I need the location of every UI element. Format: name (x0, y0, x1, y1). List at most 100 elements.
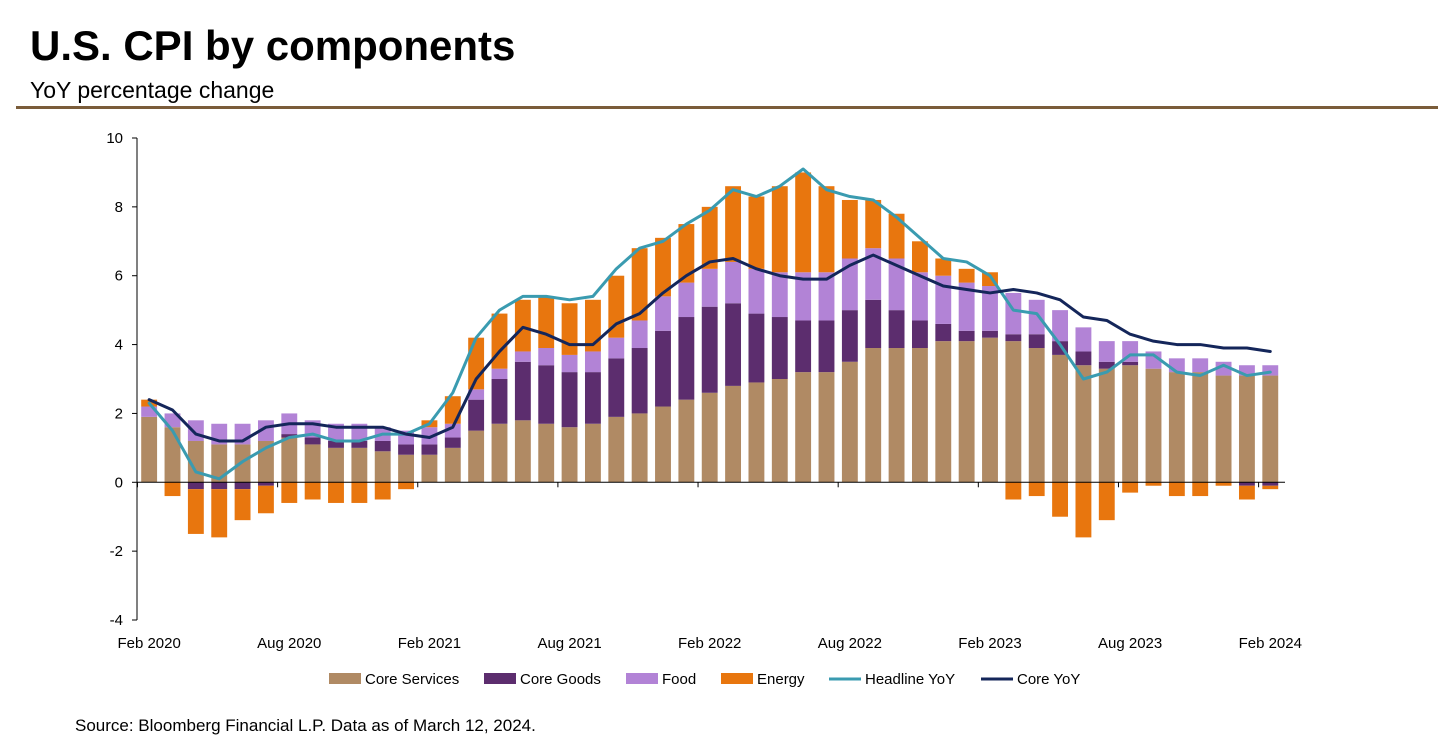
bar-food-46 (1215, 361, 1232, 376)
bar-food-33 (911, 272, 928, 321)
bar-core-goods-32 (888, 310, 905, 349)
bar-core-goods-10 (374, 440, 391, 452)
bar-core-services-11 (398, 454, 415, 483)
x-axis: Feb 2020 Aug 2020 Feb 2021 Aug 2021 Feb 2022… (117, 481, 1302, 652)
bar-energy-16 (514, 299, 531, 352)
bar-core-services-26 (748, 382, 765, 483)
bar-core-services-13 (444, 447, 461, 483)
bar-core-services-9 (351, 447, 368, 483)
x-tick-label: Aug 2020 (257, 635, 321, 652)
bar-energy-44 (1168, 482, 1185, 497)
bar-food-14 (468, 389, 485, 400)
bar-core-goods-35 (958, 330, 975, 342)
bar-energy-39 (1052, 482, 1069, 517)
bar-energy-30 (841, 199, 858, 259)
bar-food-23 (678, 282, 695, 318)
bar-core-services-36 (982, 337, 998, 483)
bar-core-goods-16 (514, 361, 531, 421)
bar-energy-41 (1098, 482, 1115, 521)
bar-food-25 (725, 261, 742, 304)
bar-core-services-33 (911, 348, 928, 483)
bar-energy-22 (655, 237, 671, 297)
bar-core-goods-13 (444, 437, 461, 448)
bar-core-services-29 (818, 372, 835, 483)
legend-label-food: Food (662, 671, 696, 688)
bar-core-goods-41 (1098, 361, 1115, 369)
x-tick-label: Feb 2023 (958, 635, 1021, 652)
bar-energy-18 (561, 303, 578, 355)
bar-core-services-30 (841, 361, 858, 483)
bar-core-goods-40 (1075, 351, 1092, 366)
legend-swatch-core-services (329, 673, 361, 684)
chart-subtitle: YoY percentage change (30, 77, 275, 103)
bar-core-services-45 (1192, 372, 1209, 483)
bar-food-16 (514, 351, 531, 362)
bar-core-services-25 (725, 385, 742, 483)
bar-core-goods-36 (982, 330, 998, 338)
bar-core-goods-34 (935, 323, 952, 342)
bar-core-goods-2 (187, 482, 204, 490)
bar-core-goods-9 (351, 440, 368, 448)
bar-food-15 (491, 368, 508, 379)
y-tick-label: 10 (106, 130, 123, 147)
bar-core-services-19 (584, 423, 601, 483)
bar-core-services-47 (1238, 375, 1255, 483)
title-rule (16, 106, 1438, 109)
line-headline-yoy (147, 167, 1272, 481)
bar-food-35 (958, 282, 975, 331)
bar-food-37 (1005, 292, 1022, 335)
bar-food-38 (1028, 299, 1045, 335)
bar-energy-34 (935, 258, 952, 276)
bar-food-2 (187, 420, 204, 441)
bar-food-20 (608, 337, 625, 359)
bar-core-services-46 (1215, 375, 1232, 483)
bar-energy-27 (771, 186, 788, 273)
bar-energy-32 (888, 213, 905, 259)
bar-core-services-23 (678, 399, 695, 483)
y-axis: -4 -2 0 2 4 6 8 10 (106, 130, 138, 629)
bar-core-services-41 (1098, 368, 1115, 483)
bar-core-goods-24 (701, 306, 718, 393)
bar-core-services-32 (888, 348, 905, 483)
x-tick-label: Aug 2022 (818, 635, 882, 652)
bar-energy-1 (164, 482, 181, 497)
bar-energy-9 (351, 482, 368, 503)
bar-core-goods-18 (561, 372, 578, 428)
bar-core-goods-30 (841, 310, 858, 362)
cpi-chart: -4 -2 0 2 4 6 8 10 Feb 2020 Aug 2020 Feb 2021 Aug … (106, 130, 1302, 688)
bar-food-29 (818, 272, 835, 321)
bar-energy-23 (678, 224, 695, 283)
legend-swatch-core-goods (484, 673, 516, 684)
bar-core-services-28 (795, 372, 812, 483)
y-tick-label: 2 (115, 405, 123, 422)
legend-label-core-services: Core Services (365, 671, 459, 688)
bar-core-goods-19 (584, 372, 601, 424)
x-tick-label: Feb 2024 (1239, 635, 1302, 652)
x-tick-label: Feb 2020 (117, 635, 180, 652)
bar-core-services-3 (211, 444, 228, 483)
bar-core-goods-12 (421, 444, 438, 455)
y-tick-label: -2 (110, 543, 123, 560)
bar-core-goods-47 (1238, 482, 1255, 486)
bar-core-services-38 (1028, 348, 1045, 483)
x-tick-label: Feb 2022 (678, 635, 741, 652)
bar-food-22 (655, 296, 671, 331)
bar-core-services-12 (421, 454, 438, 483)
bar-energy-19 (584, 299, 601, 352)
bar-core-services-35 (958, 341, 975, 483)
bar-energy-33 (911, 241, 928, 273)
line-core-yoy (147, 253, 1272, 443)
bar-energy-35 (958, 268, 975, 283)
bar-energy-47 (1238, 485, 1255, 500)
bar-core-goods-17 (538, 365, 555, 424)
y-tick-label: 6 (115, 268, 123, 285)
legend-label-core-yoy: Core YoY (1017, 671, 1080, 688)
bar-core-goods-4 (234, 482, 251, 490)
source-note: Source: Bloomberg Financial L.P. Data as… (75, 716, 536, 735)
bar-core-goods-25 (725, 303, 742, 386)
bars (141, 172, 1279, 538)
y-tick-label: -4 (110, 612, 123, 629)
bar-core-goods-6 (281, 434, 298, 438)
bar-food-31 (865, 248, 882, 300)
legend: Core Services Core Goods Food Energy Headlin… (329, 671, 1080, 688)
